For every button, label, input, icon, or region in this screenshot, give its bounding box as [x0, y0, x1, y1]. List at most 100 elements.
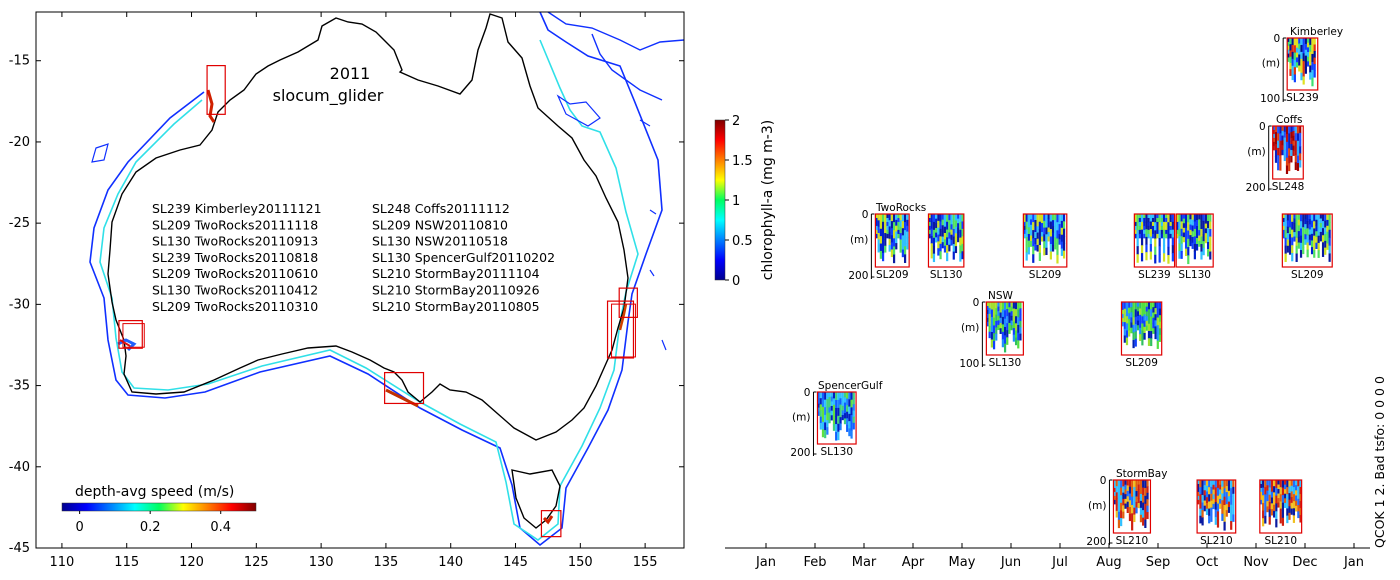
profile-cell	[1130, 302, 1133, 308]
profile-cell	[1117, 495, 1121, 505]
profile-cell	[1043, 214, 1046, 222]
profile-cell	[1133, 493, 1136, 502]
profile-cell	[850, 422, 853, 431]
profile-cell	[1043, 248, 1046, 256]
profile-cell	[1136, 238, 1139, 247]
profile-cell	[1282, 221, 1285, 227]
deployment-box-kimberley	[206, 64, 226, 115]
profile-cell	[997, 302, 1000, 308]
profile-cell	[1286, 515, 1289, 524]
profile-cell	[835, 432, 838, 441]
profile-cell	[1121, 321, 1124, 327]
profile-cell	[1277, 484, 1280, 490]
profile-cell	[1150, 316, 1153, 325]
profile-cell	[932, 237, 936, 247]
profile-cell	[1162, 214, 1166, 223]
profile-cell	[821, 429, 825, 438]
profile-cell	[1304, 43, 1307, 51]
profile-cell	[1180, 214, 1183, 222]
profile-cell	[1308, 219, 1311, 225]
profile-cell	[1315, 242, 1318, 249]
profile-cell	[899, 239, 902, 247]
profile-cell	[1298, 54, 1301, 61]
profile-cell	[1032, 230, 1035, 239]
profile-cell	[1167, 238, 1170, 248]
deployment-box-nsw-overlap	[611, 303, 636, 358]
profile-cell	[888, 220, 891, 227]
map-y-tick-label: -15	[9, 54, 30, 69]
profile-cell	[1056, 214, 1059, 223]
profile-cell	[843, 418, 847, 425]
profile-cell	[932, 221, 936, 231]
profile-cell	[1008, 317, 1011, 324]
mission-list-item: SL239 Kimberley20111121	[152, 201, 322, 216]
profile-cell	[1309, 72, 1312, 80]
profile-cell	[1204, 233, 1207, 239]
profile-cell	[1124, 503, 1127, 509]
profile-cell	[1193, 236, 1196, 245]
profile-cell	[1225, 498, 1228, 505]
profile-cell	[895, 225, 898, 232]
profile-cell	[843, 397, 847, 404]
profile-cell	[1142, 510, 1145, 519]
profile-cell	[932, 245, 936, 255]
profile-cell	[937, 220, 940, 229]
profile-cell	[1292, 135, 1295, 142]
profile-cell	[1062, 250, 1066, 259]
profile-cell	[1062, 214, 1066, 222]
profile-cell	[954, 246, 958, 254]
timeline-month-label: Jul	[1051, 555, 1068, 570]
profile-cell	[1299, 501, 1302, 509]
profile-cell	[1264, 494, 1267, 503]
row-depth-label: 200	[1086, 536, 1106, 548]
profile-cell	[1049, 236, 1052, 245]
profile-cell	[1290, 480, 1293, 487]
profile-cell	[1298, 48, 1301, 55]
profile-cell	[990, 339, 993, 348]
profile-cell	[1176, 225, 1179, 231]
profile-cell	[888, 238, 891, 246]
profile-cell	[1144, 487, 1147, 497]
profile-cell	[1054, 237, 1057, 244]
profile-cell	[1286, 226, 1289, 234]
profile-cell	[1304, 224, 1307, 230]
profile-cell	[986, 309, 989, 315]
profile-cell	[1277, 493, 1280, 499]
profile-cell	[1133, 486, 1136, 495]
profile-cell	[1262, 480, 1265, 489]
timeline-month-label: Dec	[1292, 555, 1317, 570]
profile-cell	[1321, 228, 1325, 236]
profile-cell	[986, 302, 989, 307]
deployment-profiles	[1176, 214, 1212, 265]
profile-cell	[1281, 480, 1285, 489]
profile-cell	[957, 237, 960, 243]
deployment-profiles	[1197, 480, 1235, 531]
profile-cell	[1062, 243, 1066, 252]
profile-cell	[1049, 214, 1052, 222]
profile-cell	[948, 226, 951, 233]
profile-cell	[1281, 517, 1285, 526]
profile-cell	[1113, 495, 1116, 501]
profile-cell	[1138, 217, 1141, 223]
deployment-stormbay-sl210: SL210	[1196, 479, 1237, 547]
deployment-profiles	[875, 214, 909, 264]
profile-cell	[1311, 77, 1314, 87]
profile-cell	[892, 254, 896, 264]
timeline-panel: Jan Feb Mar Apr May Jun Jul Aug Sep Oct Nov Dec Jan …	[725, 26, 1387, 570]
chlorophyll-colorbar-tick-label: 1.5	[732, 154, 753, 169]
profile-cell	[1266, 485, 1269, 492]
profile-cell	[1281, 495, 1285, 504]
profile-cell	[941, 236, 944, 243]
profile-cell	[1139, 514, 1143, 523]
profile-cell	[988, 313, 991, 321]
deployment-box	[1133, 213, 1176, 268]
profile-cell	[830, 415, 833, 421]
profile-cell	[995, 314, 998, 322]
profile-cell	[1291, 44, 1294, 53]
profile-cell	[826, 427, 829, 435]
profile-cell	[1054, 225, 1057, 232]
profile-cell	[1032, 238, 1035, 247]
profile-cell	[1230, 521, 1233, 530]
profile-cell	[1203, 505, 1206, 512]
